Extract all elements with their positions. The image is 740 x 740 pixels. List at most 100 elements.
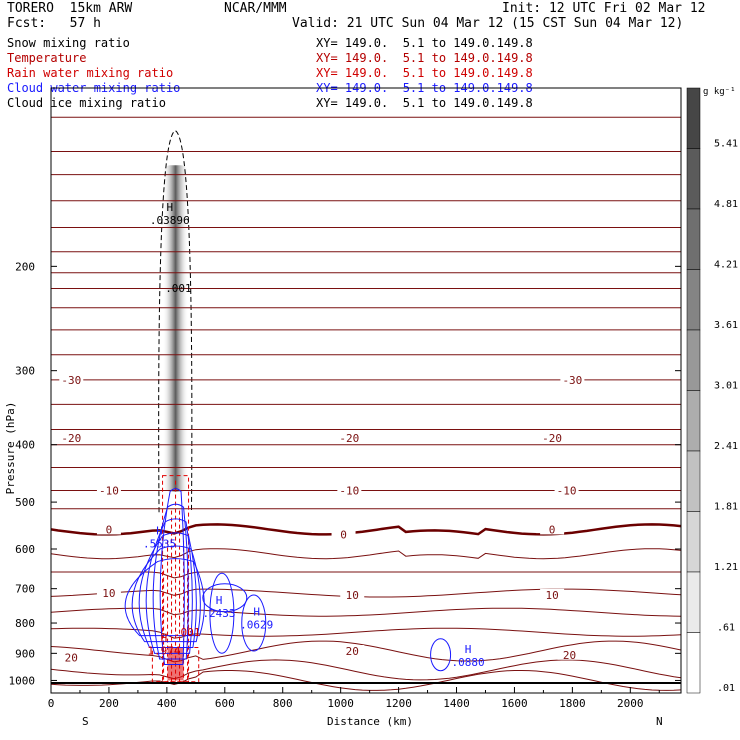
temperature-contour-label: 10 — [346, 589, 359, 602]
y-tick-label: 800 — [15, 617, 35, 630]
contour-label-bg — [96, 587, 121, 599]
contour-label-bg — [59, 651, 84, 663]
field-xy-rain: XY= 149.0. 5.1 to 149.0.149.8 — [316, 66, 533, 80]
colorbar-label: 4.81 — [714, 199, 738, 210]
contour-label-bg — [337, 484, 362, 496]
x-tick-label: 1200 — [385, 697, 412, 710]
y-tick-label: 900 — [15, 647, 35, 660]
colorbar-segment — [686, 329, 701, 391]
colorbar-segment — [686, 571, 701, 633]
temperature-contour-label: -30 — [61, 374, 81, 387]
contour-label-bg — [331, 528, 356, 540]
temperature-contour — [51, 588, 681, 598]
temperature-contour — [51, 523, 681, 536]
extremum-value: .0629 — [240, 618, 273, 631]
x-tick-label: 1400 — [443, 697, 470, 710]
extremum-value: .2433 — [202, 607, 235, 620]
temperature-contour — [51, 607, 681, 617]
plot-frame — [50, 87, 682, 694]
extremum-value: .0880 — [452, 656, 485, 669]
temperature-contour-label: 10 — [545, 589, 558, 602]
colorbar-label: 1.21 — [714, 562, 738, 573]
temperature-contour — [51, 670, 681, 691]
extremum-value: .001 — [165, 282, 192, 295]
extremum-marker: H — [216, 594, 223, 607]
field-xy-temperature: XY= 149.0. 5.1 to 149.0.149.8 — [316, 51, 533, 65]
colorbar-label: 4.21 — [714, 259, 738, 270]
y-tick-label: 500 — [15, 496, 35, 509]
y-tick-label: 700 — [15, 583, 35, 596]
temperature-contour-label: -20 — [542, 432, 562, 445]
forecast-hour: Fcst: 57 h — [7, 16, 101, 31]
contour-label-bg — [554, 484, 579, 496]
y-tick-label: 200 — [15, 260, 35, 273]
temperature-contour-label: 0 — [106, 523, 113, 536]
x-axis-north-label: N — [656, 715, 663, 728]
temperature-contour-label: -30 — [562, 374, 582, 387]
temperature-contour-label: -10 — [99, 485, 119, 498]
cloud-water-contour — [430, 638, 452, 672]
colorbar-label: 3.61 — [714, 320, 738, 331]
extremum-marker: H — [156, 524, 163, 537]
colorbar-segment — [686, 511, 701, 573]
field-title-snow: Snow mixing ratio — [7, 36, 130, 50]
x-tick-label: 400 — [157, 697, 177, 710]
y-axis-label: Pressure (hPa) — [4, 402, 17, 495]
colorbar-segment — [686, 148, 701, 210]
init-time: Init: 12 UTC Fri 02 Mar 12 — [502, 1, 706, 16]
cloud-water-contour — [131, 545, 201, 643]
extremum-value: .001 — [174, 626, 201, 639]
cloud-water-contour — [138, 532, 197, 649]
x-tick-label: 1600 — [501, 697, 528, 710]
cloud-water-contour — [159, 488, 185, 666]
contour-label-bg — [59, 432, 84, 444]
extremum-value: .03896 — [150, 214, 190, 227]
extremum-marker: H — [465, 643, 472, 656]
temperature-contour-label: 20 — [65, 652, 78, 665]
x-axis-south-label: S — [82, 715, 89, 728]
y-tick-label: 600 — [15, 543, 35, 556]
colorbar-label: 3.01 — [714, 380, 738, 391]
y-tick-label: 300 — [15, 365, 35, 378]
colorbar-label: 1.81 — [714, 501, 738, 512]
temperature-contour-label: 0 — [340, 528, 347, 541]
cloud-ice-contour — [158, 130, 193, 513]
extremum-value: 1.974 — [147, 645, 180, 658]
x-tick-label: 600 — [215, 697, 235, 710]
field-title-temperature: Temperature — [7, 51, 87, 65]
contour-label-bg — [560, 373, 585, 385]
temperature-contour-label: 10 — [102, 587, 115, 600]
x-tick-label: 2000 — [617, 697, 644, 710]
contour-label-bg — [340, 645, 365, 657]
rain-core — [167, 647, 184, 681]
y-tick-label: 1000 — [9, 674, 36, 687]
contour-label-bg — [59, 373, 84, 385]
contour-label-bg — [337, 432, 362, 444]
temperature-contour-label: 0 — [549, 523, 556, 536]
field-title-rain: Rain water mixing ratio — [7, 66, 174, 80]
temperature-contour — [51, 659, 681, 681]
colorbar-label: .01 — [717, 683, 735, 694]
colorbar-segment — [686, 450, 701, 512]
cloud-water-contour — [124, 558, 205, 637]
center-title: NCAR/MMM — [224, 1, 287, 16]
temperature-contour-label: 20 — [563, 649, 576, 662]
colorbar-segment — [686, 632, 701, 694]
colorbar-segment — [686, 87, 701, 149]
cloud-water-contour — [145, 518, 193, 654]
contour-label-bg — [96, 484, 121, 496]
cloud-water-contour — [202, 583, 248, 613]
snow-shading — [162, 165, 189, 492]
colorbar-label: 5.41 — [714, 138, 738, 149]
x-tick-label: 200 — [99, 697, 119, 710]
field-title-cloud-ice: Cloud ice mixing ratio — [7, 96, 166, 110]
contour-label-bg — [540, 432, 565, 444]
extremum-marker: H — [166, 201, 173, 214]
field-xy-cloud-ice: XY= 149.0. 5.1 to 149.0.149.8 — [316, 96, 533, 110]
colorbar-label: 2.41 — [714, 441, 738, 452]
colorbar-label: .61 — [717, 622, 735, 633]
extremum-value: .5535 — [143, 537, 176, 550]
x-tick-label: 800 — [273, 697, 293, 710]
temperature-contour — [51, 571, 681, 579]
